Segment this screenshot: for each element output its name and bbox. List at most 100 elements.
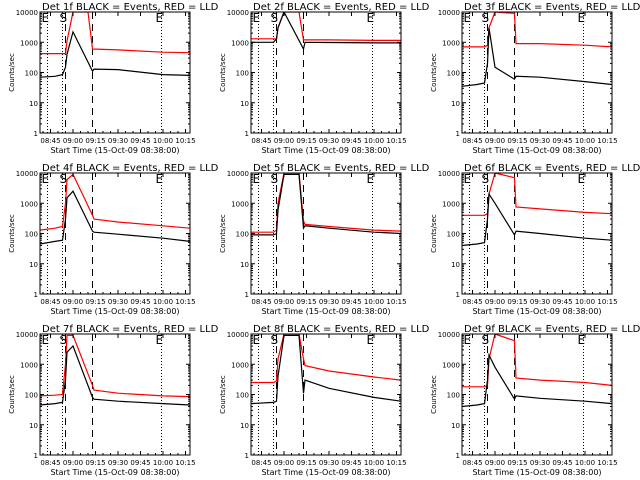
x-tick-label: 09:15 xyxy=(85,137,105,145)
y-tick-label: 10000 xyxy=(227,170,249,178)
x-tick-label: 09:45 xyxy=(130,298,150,306)
series-group xyxy=(251,12,401,51)
marker-label: S xyxy=(60,172,68,186)
x-tick-label: 10:00 xyxy=(364,459,384,467)
series-line-lld xyxy=(251,12,401,42)
marker-label: E xyxy=(578,172,586,186)
marker-label: S xyxy=(271,333,279,347)
x-tick-label: 10:00 xyxy=(575,459,595,467)
series-line-events xyxy=(251,173,401,236)
x-tick-label: 09:00 xyxy=(485,137,505,145)
x-tick-label: 08:45 xyxy=(251,137,271,145)
marker-label: E xyxy=(156,333,164,347)
panel-title: Det 1f BLACK = Events, RED = LLD xyxy=(42,2,219,13)
y-tick-label: 1 xyxy=(245,130,249,138)
x-tick-label: 09:30 xyxy=(530,459,550,467)
series-group xyxy=(462,12,612,87)
y-axis-title: Counts/sec xyxy=(8,214,16,253)
y-axis-title: Counts/sec xyxy=(430,214,438,253)
series-line-events xyxy=(462,352,612,408)
x-tick-label: 09:45 xyxy=(552,459,572,467)
x-tick-label: 09:15 xyxy=(296,459,316,467)
marker-label: E xyxy=(253,172,261,186)
x-axis-title: Start Time (15-Oct-09 08:38:00) xyxy=(261,146,390,155)
y-tick-label: 10000 xyxy=(227,9,249,17)
x-tick-label: 09:45 xyxy=(552,298,572,306)
x-tick-label: 09:15 xyxy=(507,459,527,467)
x-tick-label: 09:00 xyxy=(274,137,294,145)
x-tick-label: 10:15 xyxy=(386,137,406,145)
series-line-lld xyxy=(251,173,401,233)
x-tick-label: 08:45 xyxy=(40,459,60,467)
series-line-events xyxy=(251,334,401,405)
series-group xyxy=(251,173,401,236)
y-tick-label: 1000 xyxy=(231,39,249,47)
x-tick-label: 08:45 xyxy=(40,137,60,145)
series-line-events xyxy=(40,344,190,406)
y-tick-label: 1000 xyxy=(231,200,249,208)
x-tick-label: 08:45 xyxy=(40,298,60,306)
y-tick-label: 1000 xyxy=(20,200,38,208)
x-tick-label: 09:30 xyxy=(108,137,128,145)
y-tick-label: 10 xyxy=(240,422,249,430)
y-tick-label: 10000 xyxy=(227,331,249,339)
x-tick-label: 10:00 xyxy=(153,298,173,306)
panel-title: Det 6f BLACK = Events, RED = LLD xyxy=(464,163,640,174)
x-tick-label: 09:00 xyxy=(274,459,294,467)
x-tick-label: 08:45 xyxy=(462,298,482,306)
y-tick-label: 1000 xyxy=(20,361,38,369)
x-tick-label: 08:45 xyxy=(251,298,271,306)
y-axis-title: Counts/sec xyxy=(219,375,227,414)
x-tick-label: 09:00 xyxy=(63,137,83,145)
x-tick-label: 09:45 xyxy=(552,137,572,145)
panel-title: Det 3f BLACK = Events, RED = LLD xyxy=(464,2,640,13)
series-line-events xyxy=(462,27,612,87)
panel-title: Det 4f BLACK = Events, RED = LLD xyxy=(42,163,219,174)
x-tick-label: 10:15 xyxy=(175,459,195,467)
y-tick-label: 10 xyxy=(240,100,249,108)
y-axis-title: Counts/sec xyxy=(219,53,227,92)
marker-label: E xyxy=(42,333,50,347)
marker-label: S xyxy=(271,172,279,186)
marker-label: E xyxy=(464,333,472,347)
x-tick-label: 10:00 xyxy=(153,459,173,467)
x-tick-label: 09:45 xyxy=(341,459,361,467)
x-tick-label: 09:00 xyxy=(63,459,83,467)
x-axis-title: Start Time (15-Oct-09 08:38:00) xyxy=(472,468,601,477)
x-tick-label: 09:15 xyxy=(85,459,105,467)
marker-label: E xyxy=(156,172,164,186)
series-group xyxy=(462,334,612,408)
x-tick-label: 09:45 xyxy=(341,137,361,145)
y-axis-title: Counts/sec xyxy=(430,53,438,92)
x-tick-label: 10:00 xyxy=(364,137,384,145)
x-tick-label: 10:15 xyxy=(386,459,406,467)
y-tick-label: 1000 xyxy=(442,200,460,208)
y-tick-label: 10000 xyxy=(16,9,38,17)
y-axis-title: Counts/sec xyxy=(219,214,227,253)
marker-label: E xyxy=(42,172,50,186)
y-tick-label: 1 xyxy=(245,291,249,299)
series-line-events xyxy=(462,192,612,247)
y-tick-label: 1000 xyxy=(442,39,460,47)
x-tick-label: 09:30 xyxy=(319,298,339,306)
marker-label: S xyxy=(60,333,68,347)
panel-title: Det 2f BLACK = Events, RED = LLD xyxy=(253,2,430,13)
x-tick-label: 10:00 xyxy=(575,298,595,306)
y-tick-label: 1 xyxy=(34,130,38,138)
y-tick-label: 100 xyxy=(236,70,249,78)
y-tick-label: 100 xyxy=(447,231,460,239)
marker-label: S xyxy=(482,11,490,25)
y-tick-label: 100 xyxy=(25,392,38,400)
y-axis-title: Counts/sec xyxy=(430,375,438,414)
x-tick-label: 09:30 xyxy=(530,298,550,306)
x-tick-label: 09:00 xyxy=(63,298,83,306)
series-group xyxy=(251,334,401,405)
marker-label: E xyxy=(156,11,164,25)
x-tick-label: 10:00 xyxy=(153,137,173,145)
y-tick-label: 1000 xyxy=(442,361,460,369)
y-tick-label: 1 xyxy=(456,291,460,299)
